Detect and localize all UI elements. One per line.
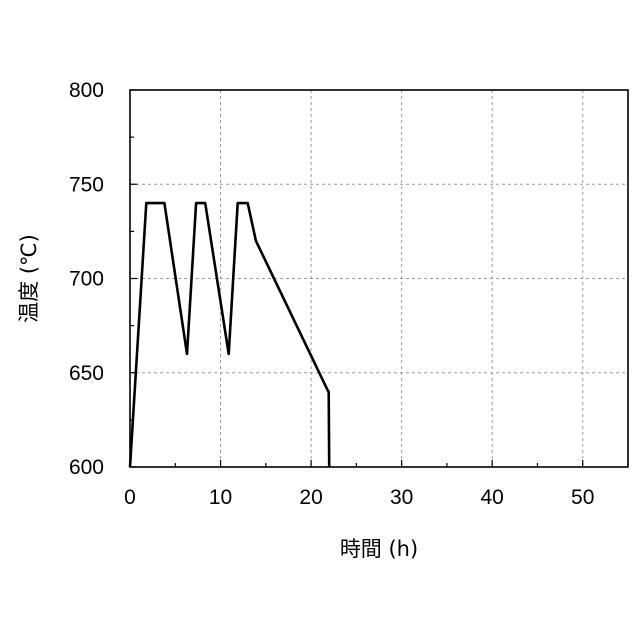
y-tick-label: 650 bbox=[69, 362, 104, 385]
x-tick-label: 50 bbox=[571, 486, 594, 509]
y-tick-label: 800 bbox=[69, 79, 104, 102]
x-axis-label: 時間 (h) bbox=[340, 537, 418, 561]
y-tick-labels: 600 650 700 750 800 bbox=[69, 79, 104, 479]
series-layer bbox=[128, 201, 331, 468]
plot-frame bbox=[129, 89, 629, 468]
y-axis-label: 温度 (℃) bbox=[17, 234, 41, 323]
x-tick-label: 20 bbox=[299, 486, 322, 509]
y-tick-label: 600 bbox=[69, 456, 104, 479]
y-tick-label: 700 bbox=[69, 268, 104, 291]
x-tick-label: 30 bbox=[390, 486, 413, 509]
y-tick-label: 750 bbox=[69, 173, 104, 196]
grid bbox=[130, 90, 628, 467]
x-tick-label: 0 bbox=[124, 486, 136, 509]
x-tick-labels: 0 10 20 30 40 50 bbox=[124, 486, 594, 509]
x-tick-label: 40 bbox=[481, 486, 504, 509]
x-tick-label: 10 bbox=[209, 486, 232, 509]
series-line bbox=[128, 201, 331, 468]
